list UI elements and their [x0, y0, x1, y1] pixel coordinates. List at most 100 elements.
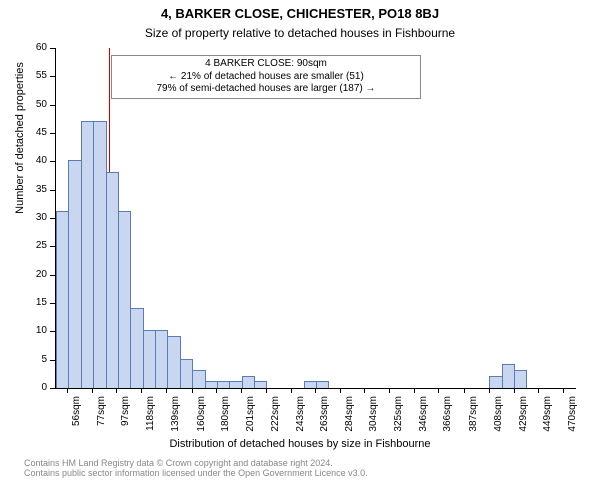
histogram-bar [502, 364, 515, 388]
x-tick-label: 325sqm [393, 396, 404, 436]
histogram-bar [68, 160, 81, 388]
x-tick-mark [216, 388, 217, 393]
y-tick-label: 0 [25, 382, 47, 393]
y-tick-label: 15 [25, 297, 47, 308]
y-tick-label: 20 [25, 269, 47, 280]
y-tick-mark [50, 190, 55, 191]
x-tick-label: 56sqm [71, 396, 82, 436]
x-tick-mark [414, 388, 415, 393]
x-tick-label: 304sqm [368, 396, 379, 436]
x-tick-label: 201sqm [245, 396, 256, 436]
histogram-bar [229, 381, 242, 388]
chart-title: 4, BARKER CLOSE, CHICHESTER, PO18 8BJ [0, 6, 600, 21]
x-tick-label: 180sqm [220, 396, 231, 436]
histogram-bar [242, 376, 255, 388]
annotation-box: 4 BARKER CLOSE: 90sqm ← 21% of detached … [111, 55, 421, 99]
x-tick-mark [116, 388, 117, 393]
y-tick-mark [50, 388, 55, 389]
x-axis-label: Distribution of detached houses by size … [0, 438, 600, 450]
y-tick-label: 45 [25, 127, 47, 138]
histogram-bar [514, 370, 527, 388]
x-tick-mark [514, 388, 515, 393]
x-tick-label: 284sqm [344, 396, 355, 436]
x-tick-label: 429sqm [518, 396, 529, 436]
footer: Contains HM Land Registry data © Crown c… [0, 458, 600, 478]
y-tick-mark [50, 275, 55, 276]
y-tick-mark [50, 218, 55, 219]
x-tick-label: 139sqm [170, 396, 181, 436]
histogram-bar [93, 121, 106, 388]
x-tick-mark [538, 388, 539, 393]
histogram-bar [316, 381, 329, 388]
x-tick-label: 160sqm [196, 396, 207, 436]
histogram-bar [167, 336, 180, 388]
y-tick-label: 55 [25, 70, 47, 81]
y-tick-mark [50, 105, 55, 106]
y-tick-label: 60 [25, 42, 47, 53]
x-tick-mark [67, 388, 68, 393]
histogram-bar [304, 381, 317, 388]
histogram-bar [130, 308, 143, 388]
x-tick-label: 366sqm [442, 396, 453, 436]
x-tick-mark [266, 388, 267, 393]
y-tick-mark [50, 360, 55, 361]
y-tick-mark [50, 133, 55, 134]
y-tick-mark [50, 161, 55, 162]
x-tick-label: 222sqm [270, 396, 281, 436]
x-tick-mark [141, 388, 142, 393]
annotation-line-1: 4 BARKER CLOSE: 90sqm [116, 58, 416, 71]
y-tick-mark [50, 76, 55, 77]
histogram-bar [489, 376, 502, 388]
y-tick-label: 35 [25, 184, 47, 195]
annotation-line-3: 79% of semi-detached houses are larger (… [116, 83, 416, 96]
y-tick-label: 40 [25, 155, 47, 166]
annotation-line-2: ← 21% of detached houses are smaller (51… [116, 71, 416, 84]
x-tick-mark [364, 388, 365, 393]
x-tick-label: 243sqm [295, 396, 306, 436]
y-tick-mark [50, 246, 55, 247]
x-tick-label: 346sqm [418, 396, 429, 436]
x-tick-mark [489, 388, 490, 393]
x-tick-mark [438, 388, 439, 393]
histogram-bar [180, 359, 193, 388]
x-tick-label: 97sqm [120, 396, 131, 436]
x-tick-mark [192, 388, 193, 393]
x-tick-mark [315, 388, 316, 393]
y-tick-label: 25 [25, 240, 47, 251]
histogram-bar [192, 370, 205, 388]
x-tick-label: 263sqm [319, 396, 330, 436]
footer-line-2: Contains public sector information licen… [24, 468, 600, 478]
y-tick-label: 50 [25, 99, 47, 110]
x-tick-mark [563, 388, 564, 393]
histogram-bar [217, 381, 230, 388]
y-tick-label: 30 [25, 212, 47, 223]
footer-line-1: Contains HM Land Registry data © Crown c… [24, 458, 600, 468]
histogram-bar [118, 211, 131, 388]
y-tick-label: 10 [25, 325, 47, 336]
x-tick-label: 449sqm [542, 396, 553, 436]
chart-subtitle: Size of property relative to detached ho… [0, 26, 600, 40]
x-tick-mark [166, 388, 167, 393]
x-tick-mark [92, 388, 93, 393]
histogram-bar [143, 330, 156, 388]
x-tick-label: 77sqm [96, 396, 107, 436]
histogram-bar [81, 121, 94, 388]
y-tick-label: 5 [25, 354, 47, 365]
histogram-bar [56, 211, 69, 388]
histogram-bar [106, 172, 119, 388]
plot-area: 4 BARKER CLOSE: 90sqm ← 21% of detached … [55, 48, 576, 389]
histogram-bar [155, 330, 168, 388]
x-tick-mark [291, 388, 292, 393]
x-tick-mark [340, 388, 341, 393]
x-tick-mark [464, 388, 465, 393]
x-tick-label: 118sqm [145, 396, 156, 436]
x-tick-mark [241, 388, 242, 393]
y-tick-mark [50, 303, 55, 304]
chart-container: { "chart": { "type": "histogram", "width… [0, 0, 600, 500]
x-tick-label: 387sqm [468, 396, 479, 436]
x-tick-label: 470sqm [567, 396, 578, 436]
y-tick-mark [50, 331, 55, 332]
x-tick-label: 408sqm [493, 396, 504, 436]
histogram-bar [254, 381, 267, 388]
x-tick-mark [389, 388, 390, 393]
